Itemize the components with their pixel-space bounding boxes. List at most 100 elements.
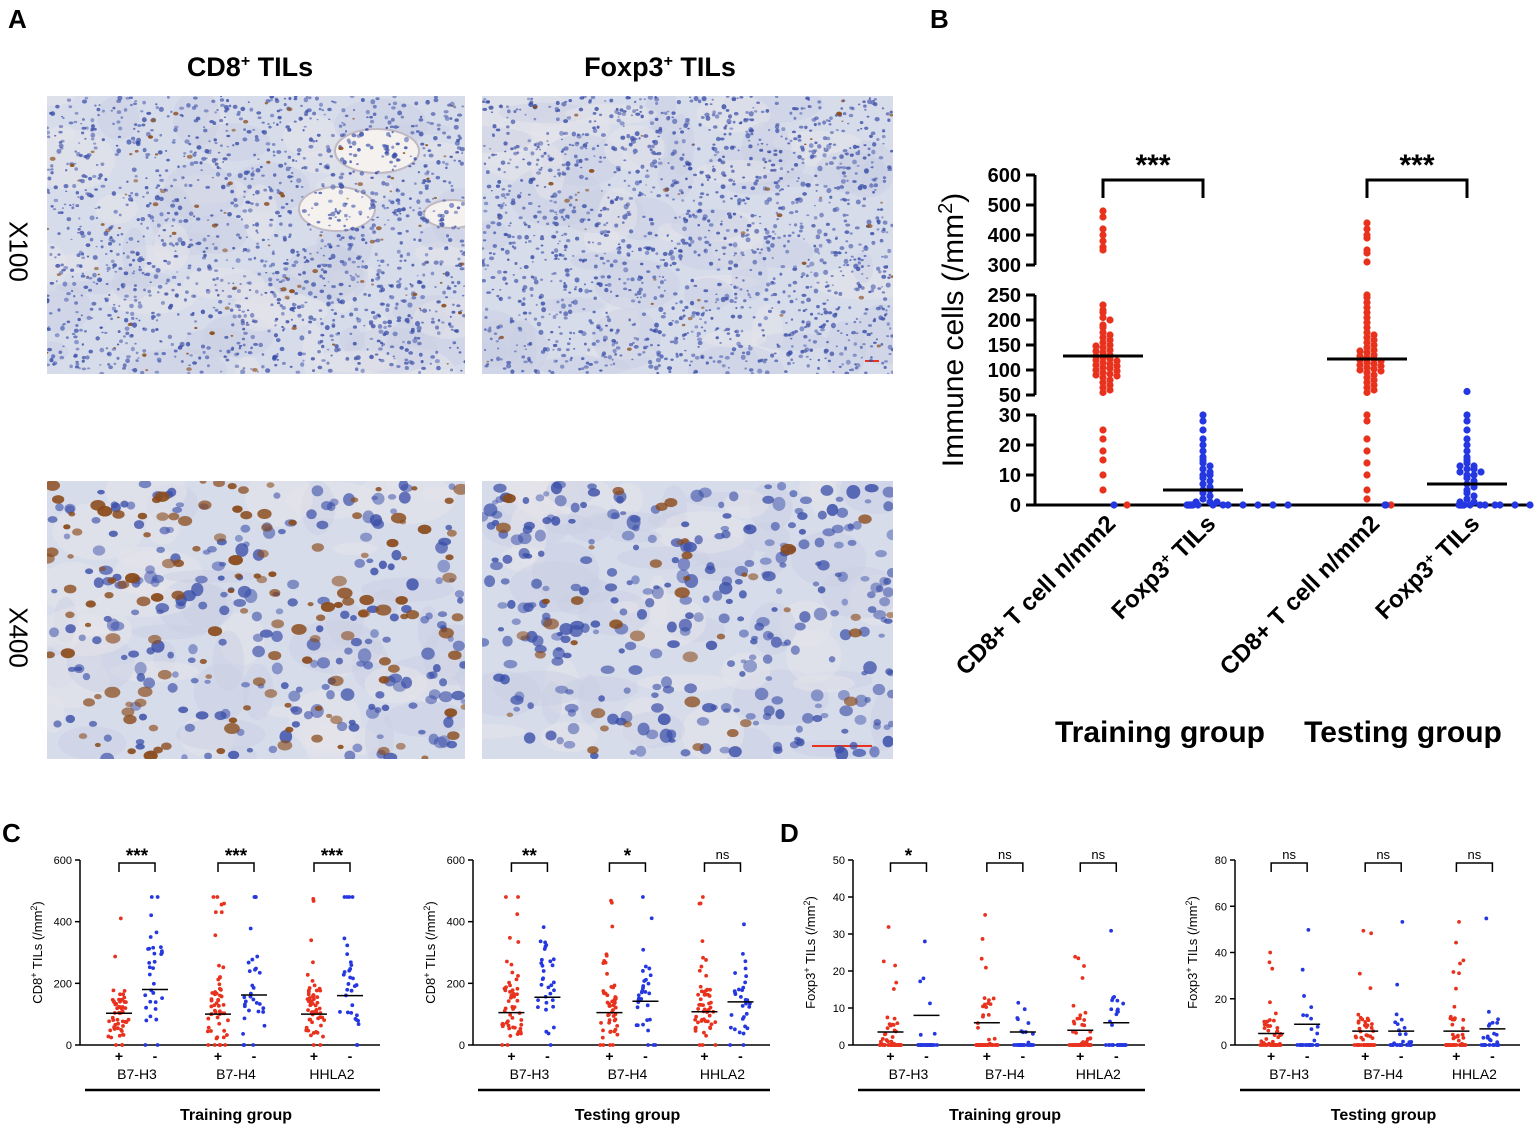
significance-bracket-b	[1365, 178, 1469, 198]
data-point	[1262, 1019, 1267, 1024]
sign-label: +	[605, 1048, 613, 1064]
data-point	[647, 991, 652, 996]
data-point	[153, 1007, 158, 1011]
data-point	[538, 939, 543, 944]
data-point	[117, 997, 121, 1002]
data-point	[1356, 1020, 1361, 1025]
data-point	[311, 960, 315, 965]
data-point	[311, 1043, 316, 1047]
data-point	[891, 987, 896, 991]
data-point	[119, 1029, 124, 1033]
data-point	[346, 982, 351, 986]
data-point	[306, 992, 311, 997]
data-point	[1370, 1022, 1374, 1026]
group-label: Testing group	[1331, 1107, 1437, 1124]
data-point	[115, 1026, 120, 1031]
data-point	[152, 951, 157, 956]
category-label-b: CD8+ T cell n/mm2	[1215, 510, 1385, 680]
data-point	[309, 999, 314, 1004]
data-point	[1115, 1043, 1120, 1047]
data-point	[704, 988, 709, 993]
data-point	[1083, 1010, 1088, 1015]
point-b	[1496, 501, 1504, 509]
axis-b-tick-label: 20	[999, 435, 1021, 457]
point-b	[1470, 492, 1478, 500]
data-point	[609, 900, 614, 905]
data-point	[550, 963, 555, 968]
category-label-b: CD8+ T cell n/mm2	[951, 510, 1121, 680]
data-point	[209, 1029, 213, 1033]
data-point	[738, 994, 743, 999]
data-point	[242, 1043, 247, 1047]
data-point	[1487, 1022, 1492, 1027]
point-b	[1470, 471, 1478, 479]
data-point	[151, 945, 156, 950]
chart-c-training: 0 200 400 600 CD8+ TILs (/mm2) + - *** B7-H3 + - **…	[29, 846, 380, 1124]
data-point	[747, 1001, 752, 1006]
data-point	[932, 1031, 937, 1036]
point-b	[1363, 338, 1371, 347]
data-point	[314, 988, 319, 993]
point-b	[1269, 501, 1277, 509]
point-b	[1099, 333, 1107, 342]
data-point	[217, 963, 221, 968]
axis-tick-label: 400	[447, 917, 465, 929]
data-point	[311, 899, 316, 903]
data-point	[1399, 1043, 1404, 1047]
sign-label: +	[507, 1048, 515, 1064]
data-point	[916, 1043, 921, 1047]
data-point	[262, 1023, 267, 1028]
data-point	[504, 959, 509, 964]
data-point	[345, 1010, 350, 1015]
data-point	[700, 939, 705, 944]
column-title-foxp3: Foxp3+ TILs	[540, 52, 780, 83]
data-point	[611, 985, 616, 990]
data-point	[541, 969, 546, 973]
data-point	[1353, 1034, 1358, 1039]
data-point	[982, 996, 987, 1001]
data-point	[697, 901, 702, 906]
data-point	[508, 1033, 513, 1038]
point-b	[1363, 293, 1371, 302]
data-point	[551, 957, 556, 962]
data-point	[147, 972, 152, 977]
significance-label: ***	[225, 846, 248, 867]
axis-ylabel: Foxp3+ TILs (/mm2)	[802, 896, 818, 1009]
data-point	[1359, 1035, 1364, 1040]
data-point	[519, 1022, 524, 1027]
data-point	[306, 999, 311, 1004]
point-b	[1356, 347, 1364, 355]
data-point	[143, 1043, 148, 1047]
data-point	[713, 1043, 718, 1047]
data-point	[1076, 956, 1081, 961]
point-b	[1363, 318, 1371, 327]
data-point	[1367, 1043, 1372, 1047]
data-point	[312, 983, 317, 988]
data-point	[1357, 1026, 1362, 1031]
data-point	[242, 1004, 247, 1009]
group-label: Training group	[949, 1107, 1061, 1124]
data-point	[976, 1025, 980, 1030]
data-point	[1268, 1000, 1272, 1005]
data-point	[648, 973, 653, 978]
data-point	[636, 993, 641, 998]
data-point	[309, 938, 314, 943]
data-point	[741, 1043, 746, 1047]
data-point	[1110, 1023, 1114, 1027]
data-point	[211, 895, 216, 899]
data-point	[1494, 1032, 1499, 1037]
data-point	[217, 982, 222, 987]
data-point	[305, 972, 310, 977]
data-point	[702, 992, 707, 997]
data-point	[1110, 998, 1114, 1003]
data-point	[613, 1017, 618, 1022]
data-point	[312, 1009, 317, 1014]
data-point	[515, 992, 519, 997]
data-point	[147, 946, 152, 951]
data-point	[350, 1003, 355, 1008]
data-point	[608, 1043, 612, 1047]
significance-label: ns	[998, 847, 1012, 862]
significance-bracket	[1455, 862, 1494, 872]
sign-label: +	[1361, 1048, 1369, 1064]
data-point	[219, 910, 224, 915]
